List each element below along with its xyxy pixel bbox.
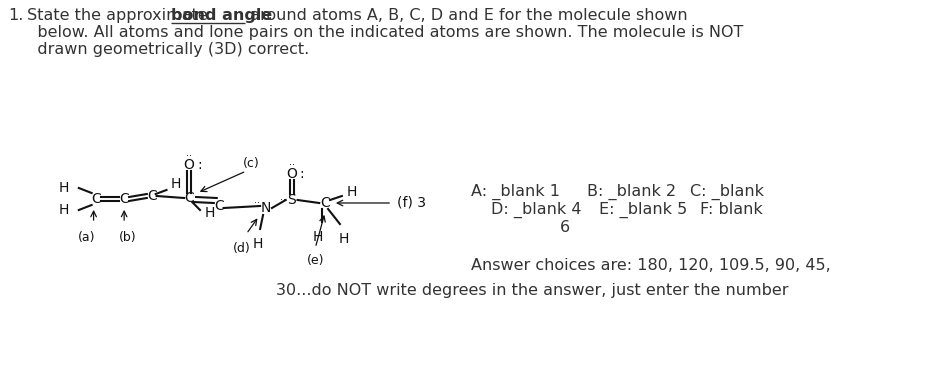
Text: (f) 3: (f) 3 xyxy=(397,196,426,210)
Text: (b): (b) xyxy=(120,231,137,244)
Text: around atoms A, B, C, D and E for the molecule shown: around atoms A, B, C, D and E for the mo… xyxy=(245,8,688,23)
Text: C: C xyxy=(184,191,194,205)
Text: H: H xyxy=(347,185,357,199)
Text: S: S xyxy=(287,193,296,207)
Text: (d): (d) xyxy=(233,242,251,255)
Text: 1.: 1. xyxy=(7,8,23,23)
Text: ··: ·· xyxy=(254,198,260,208)
Text: F: blank: F: blank xyxy=(699,203,762,217)
Text: B: _blank 2: B: _blank 2 xyxy=(587,184,676,200)
Text: (a): (a) xyxy=(78,231,95,244)
Text: C: C xyxy=(147,189,156,203)
Text: N: N xyxy=(261,201,271,215)
Text: C: C xyxy=(321,196,330,210)
Text: H: H xyxy=(338,232,349,246)
Text: 6: 6 xyxy=(560,220,569,235)
Text: H: H xyxy=(59,203,69,217)
Text: A: _blank 1: A: _blank 1 xyxy=(471,184,560,200)
Text: :: : xyxy=(197,158,202,172)
Text: :: : xyxy=(299,167,304,181)
Text: C: C xyxy=(214,199,223,213)
Text: C: C xyxy=(120,192,129,206)
Text: E: _blank 5: E: _blank 5 xyxy=(599,202,687,218)
Text: 30...do NOT write degrees in the answer, just enter the number: 30...do NOT write degrees in the answer,… xyxy=(276,283,788,298)
Text: ··: ·· xyxy=(186,151,193,161)
Text: O: O xyxy=(184,158,194,172)
Text: H: H xyxy=(170,177,180,191)
Text: H: H xyxy=(313,230,324,244)
Text: H: H xyxy=(253,237,264,251)
Text: bond angle: bond angle xyxy=(171,8,273,23)
Text: drawn geometrically (3D) correct.: drawn geometrically (3D) correct. xyxy=(22,42,309,57)
Text: below. All atoms and lone pairs on the indicated atoms are shown. The molecule i: below. All atoms and lone pairs on the i… xyxy=(22,25,743,40)
Text: ··: ·· xyxy=(280,195,286,205)
Text: H: H xyxy=(205,206,215,220)
Text: Answer choices are: 180, 120, 109.5, 90, 45,: Answer choices are: 180, 120, 109.5, 90,… xyxy=(471,257,830,273)
Text: C: _blank: C: _blank xyxy=(690,184,764,200)
Text: (c): (c) xyxy=(243,156,260,169)
Text: State the approximate: State the approximate xyxy=(22,8,212,23)
Text: (e): (e) xyxy=(307,254,324,267)
Text: C: C xyxy=(92,192,101,206)
Text: O: O xyxy=(286,167,297,181)
Text: H: H xyxy=(59,181,69,195)
Text: D: _blank 4: D: _blank 4 xyxy=(491,202,582,218)
Text: ··: ·· xyxy=(289,160,295,170)
